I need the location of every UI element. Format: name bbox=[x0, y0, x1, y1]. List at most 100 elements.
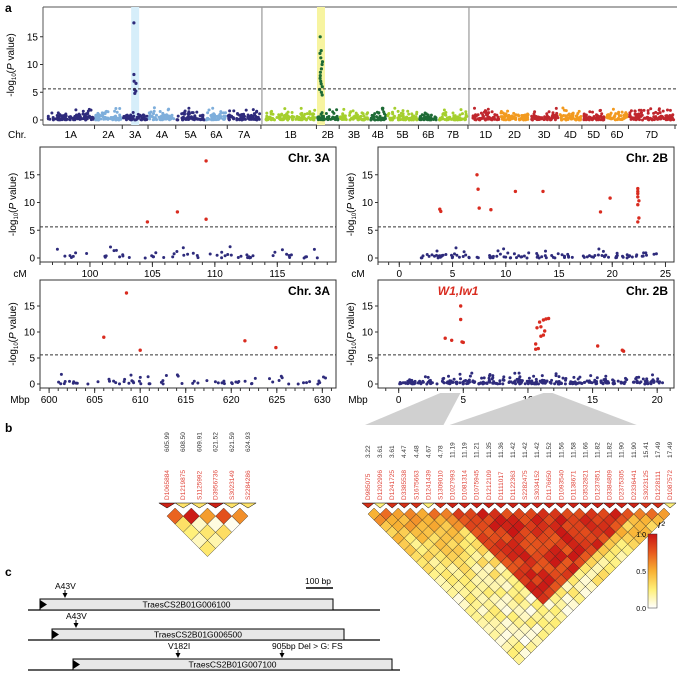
snp-point bbox=[401, 112, 405, 116]
snp-point bbox=[492, 380, 496, 384]
significant-snp-point bbox=[102, 335, 106, 339]
snp-point bbox=[247, 115, 251, 119]
chromosome-title: Chr. 2B bbox=[626, 151, 668, 165]
snp-point bbox=[297, 116, 301, 120]
snp-point bbox=[445, 381, 449, 385]
snp-point bbox=[553, 382, 557, 386]
snp-point bbox=[616, 118, 619, 122]
genome-manhattan-plot: 0 5 10 15 -log10(P value) Chr. 1A 2A 3A 4A 5A 6A 7A 1… bbox=[6, 6, 677, 141]
snp-point bbox=[175, 118, 179, 122]
snp-point bbox=[415, 117, 419, 121]
marker-name: D1138671 bbox=[570, 470, 577, 500]
snp-point bbox=[328, 108, 332, 112]
peak-point bbox=[132, 79, 136, 83]
peak-point bbox=[320, 60, 325, 64]
tss-arrow-icon bbox=[40, 600, 47, 609]
snp-point bbox=[533, 117, 537, 121]
snp-point bbox=[645, 377, 649, 381]
snp-point bbox=[63, 380, 67, 383]
marker-position: 11.21 bbox=[474, 442, 481, 458]
marker-name: D1081314 bbox=[462, 470, 469, 500]
snp-point bbox=[187, 117, 191, 121]
snp-point bbox=[195, 254, 199, 257]
snp-point bbox=[109, 116, 113, 119]
snp-point bbox=[637, 108, 641, 112]
snp-point bbox=[216, 381, 220, 385]
x-tick-label: 615 bbox=[177, 395, 194, 406]
snp-point bbox=[196, 381, 200, 385]
snp-point bbox=[250, 382, 254, 385]
snp-point bbox=[186, 252, 190, 256]
snp-point bbox=[355, 114, 359, 118]
snp-point bbox=[509, 115, 513, 118]
snp-point bbox=[373, 112, 377, 116]
snp-point bbox=[654, 252, 658, 256]
snp-point bbox=[589, 381, 593, 384]
marker-position: 11.90 bbox=[631, 442, 638, 458]
snp-point bbox=[175, 373, 179, 377]
snp-point bbox=[645, 379, 649, 383]
chromosome-label: 7A bbox=[238, 130, 251, 141]
snp-point bbox=[228, 109, 232, 113]
marker-name: D1241439 bbox=[425, 470, 432, 500]
snp-point bbox=[604, 377, 607, 381]
snp-point bbox=[429, 113, 433, 117]
snp-point bbox=[451, 111, 455, 115]
marker-name: D1212109 bbox=[486, 470, 493, 500]
snp-point bbox=[458, 372, 462, 376]
snp-point bbox=[332, 111, 336, 115]
snp-point bbox=[114, 107, 118, 110]
snp-point bbox=[78, 114, 82, 118]
significant-snp-point bbox=[535, 326, 539, 330]
snp-point bbox=[71, 381, 75, 385]
snp-point bbox=[468, 374, 472, 378]
snp-point bbox=[545, 114, 549, 118]
marker-name: D1241725 bbox=[389, 470, 396, 500]
marker-position: 11.42 bbox=[534, 442, 541, 458]
snp-point bbox=[453, 252, 456, 256]
snp-point bbox=[603, 254, 607, 258]
snp-point bbox=[85, 112, 89, 116]
legend-tick-label: 1.0 bbox=[636, 532, 646, 539]
chromosome-label: 6B bbox=[422, 130, 435, 141]
snp-point bbox=[182, 253, 186, 257]
snp-point bbox=[396, 116, 400, 120]
marker-position: 11.56 bbox=[558, 442, 565, 458]
significant-snp-point bbox=[637, 199, 641, 203]
snp-point bbox=[107, 377, 111, 381]
y-tick-label: 10 bbox=[24, 328, 36, 339]
snp-point bbox=[413, 379, 417, 383]
snp-point bbox=[457, 255, 461, 259]
snp-point bbox=[508, 380, 511, 384]
snp-point bbox=[628, 111, 632, 115]
snp-point bbox=[205, 379, 209, 383]
chromosome-label: 4B bbox=[372, 130, 385, 141]
marker-triangle bbox=[222, 502, 241, 509]
snp-point bbox=[147, 111, 151, 115]
snp-point bbox=[471, 380, 475, 384]
chr3a-cm-plot: 0 5 10 15 -log10(P value) 100 105 110 115 cM Chr. … bbox=[8, 146, 337, 280]
snp-point bbox=[637, 375, 641, 379]
significant-snp-point bbox=[145, 220, 150, 224]
marker-triangle bbox=[663, 502, 677, 509]
marker-name: D3532821 bbox=[582, 470, 589, 500]
snp-point bbox=[244, 108, 248, 112]
panel-label-a: a bbox=[5, 1, 12, 15]
snp-point bbox=[354, 111, 358, 115]
snp-point bbox=[554, 374, 558, 378]
snp-point bbox=[521, 114, 525, 117]
snp-point bbox=[48, 117, 52, 121]
snp-point bbox=[615, 251, 619, 255]
snp-point bbox=[616, 379, 620, 383]
snp-point bbox=[557, 375, 561, 379]
significant-snp-point bbox=[637, 216, 641, 220]
snp-point bbox=[578, 375, 582, 379]
snp-point bbox=[63, 254, 67, 258]
snp-point bbox=[570, 115, 574, 119]
snp-point bbox=[458, 116, 462, 120]
y-tick-label: 15 bbox=[362, 302, 374, 313]
snp-point bbox=[600, 112, 604, 116]
snp-point bbox=[467, 256, 471, 260]
marker-position: 11.42 bbox=[522, 442, 529, 458]
